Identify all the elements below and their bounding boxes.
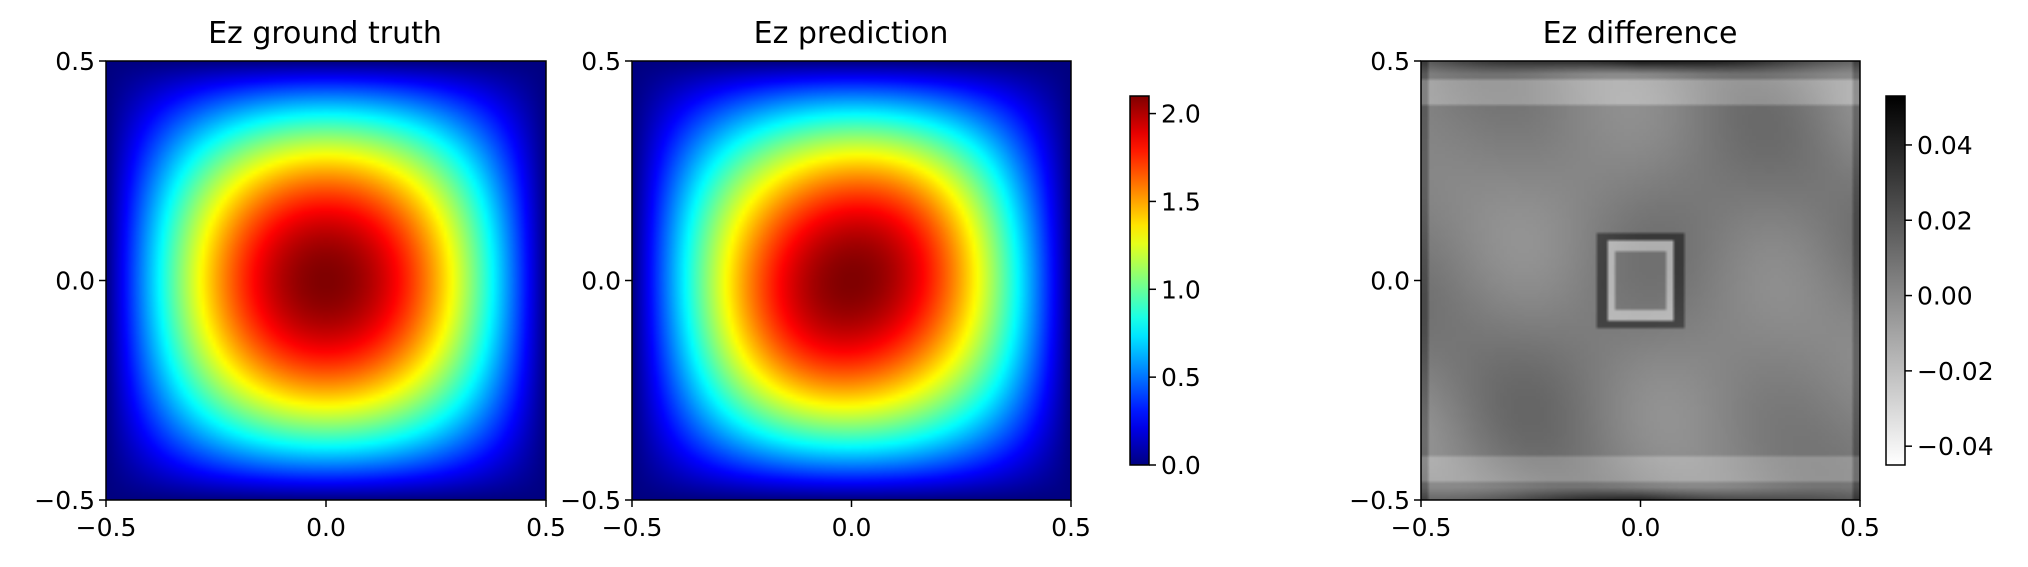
tick-label: 0.5 <box>581 47 621 76</box>
colorbar-ticks: 0.0 0.5 1.0 1.5 2.0 <box>1149 100 1201 480</box>
tick-label: −0.5 <box>76 513 137 542</box>
tick-label: −0.5 <box>1349 486 1410 515</box>
colorbar-jet <box>1129 95 1150 466</box>
tick-label: 0.0 <box>581 267 621 296</box>
panel-title: Ez ground truth <box>208 16 442 51</box>
tick-label: 0.02 <box>1917 206 1973 235</box>
tick-label: 0.0 <box>1621 513 1661 542</box>
heatmap-image <box>106 61 546 500</box>
tick-label: 0.5 <box>1370 47 1410 76</box>
heatmap-image <box>1421 61 1860 500</box>
tick-label: −0.5 <box>560 486 621 515</box>
tick-label: 0.0 <box>832 513 872 542</box>
axis-ticks: −0.5 0.0 0.5 −0.5 0.0 0.5 <box>560 47 1091 542</box>
tick-label: 1.5 <box>1161 187 1201 216</box>
tick-label: 0.00 <box>1917 282 1973 311</box>
tick-label: 0.5 <box>55 47 95 76</box>
tick-label: −0.5 <box>34 486 95 515</box>
tick-label: 0.0 <box>1161 451 1201 480</box>
panel-ground-truth: Ez ground truth −0.5 0.0 0.5 −0.5 0.0 0.5 <box>34 16 566 542</box>
tick-label: 0.0 <box>1370 267 1410 296</box>
tick-label: 2.0 <box>1161 100 1201 129</box>
panel-difference: Ez difference −0.5 0.0 0.5 −0.5 0.0 0.5 −0.04… <box>1349 16 1993 542</box>
tick-label: 0.0 <box>306 513 346 542</box>
tick-label: 0.0 <box>55 267 95 296</box>
tick-label: 0.5 <box>1051 513 1091 542</box>
tick-label: −0.04 <box>1917 432 1994 461</box>
axis-ticks: −0.5 0.0 0.5 −0.5 0.0 0.5 <box>1349 47 1880 542</box>
tick-label: −0.5 <box>1391 513 1452 542</box>
tick-label: 0.5 <box>1161 363 1201 392</box>
tick-label: 0.5 <box>526 513 566 542</box>
tick-label: −0.02 <box>1917 357 1994 386</box>
colorbar-ticks: −0.04 −0.02 0.00 0.02 0.04 <box>1905 131 1994 461</box>
tick-label: 1.0 <box>1161 275 1201 304</box>
panel-title: Ez difference <box>1543 16 1738 51</box>
colorbar-gray <box>1885 95 1906 466</box>
tick-label: 0.5 <box>1840 513 1880 542</box>
tick-label: 0.04 <box>1917 131 1973 160</box>
panel-prediction: Ez prediction −0.5 0.0 0.5−0.50.00.5 0.00.… <box>560 16 1200 542</box>
tick-label: −0.5 <box>602 513 663 542</box>
heatmap-image <box>632 61 1071 500</box>
axis-ticks: −0.5 0.0 0.5 −0.5 0.0 0.5 <box>34 47 566 542</box>
panel-title: Ez prediction <box>754 16 949 51</box>
